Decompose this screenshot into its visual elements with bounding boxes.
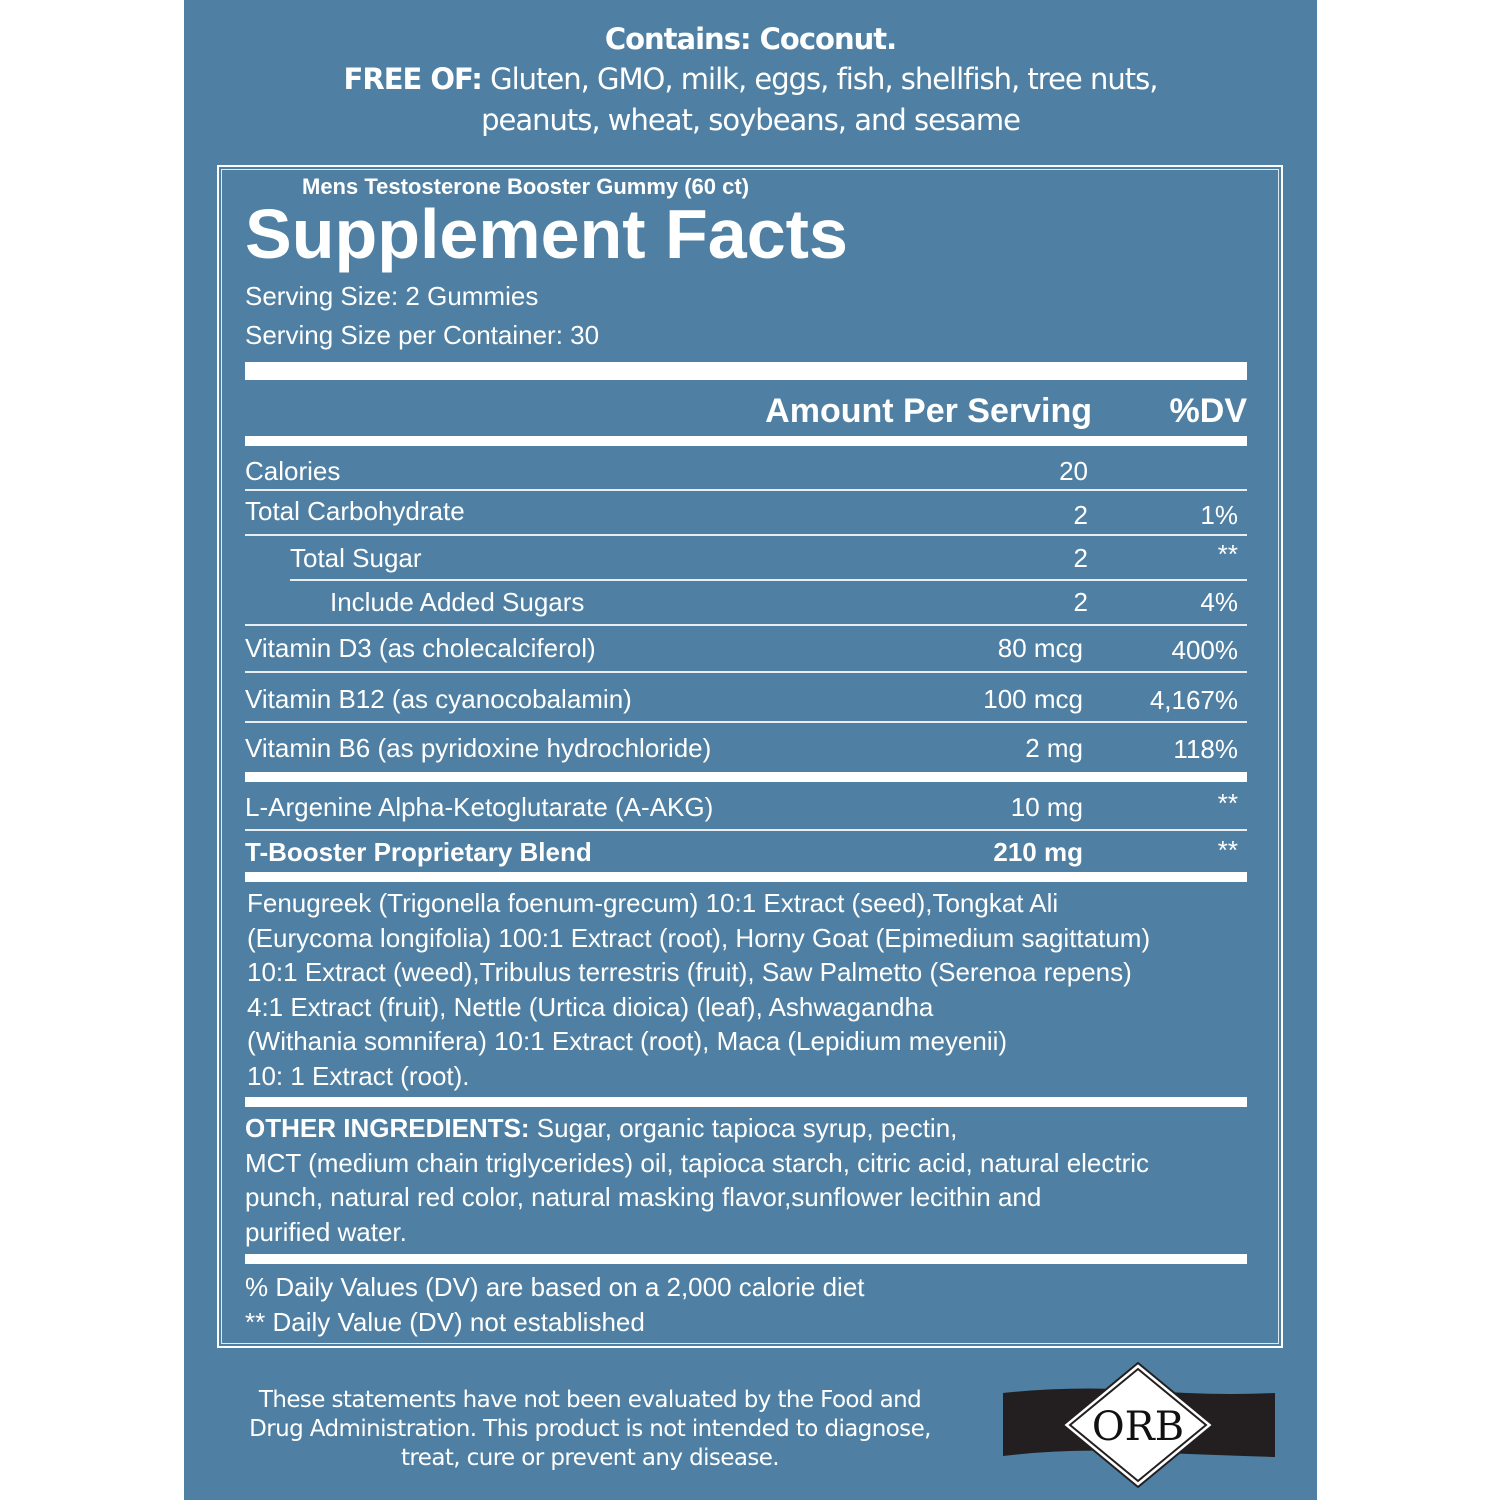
blend-ingredients: Fenugreek (Trigonella foenum-grecum) 10:… bbox=[247, 886, 1257, 1094]
other-line: OTHER INGREDIENTS: Sugar, organic tapioc… bbox=[245, 1111, 1255, 1146]
free-of-line-2: peanuts, wheat, soybeans, and sesame bbox=[481, 103, 1021, 137]
row-name: Include Added Sugars bbox=[330, 587, 585, 617]
row-amount: 10 mg bbox=[1010, 792, 1083, 822]
divider bbox=[245, 1254, 1247, 1264]
row-amount: 2 mg bbox=[1025, 733, 1083, 763]
row-name: L-Argenine Alpha-Ketoglutarate (A-AKG) bbox=[245, 792, 714, 822]
other-text: Sugar, organic tapioca syrup, pectin, bbox=[529, 1113, 958, 1143]
row-amount: 2 bbox=[1073, 587, 1088, 617]
blend-line: 4:1 Extract (fruit), Nettle (Urtica dioi… bbox=[247, 991, 934, 1022]
row-name: Total Carbohydrate bbox=[245, 496, 465, 526]
row-amount: 80 mcg bbox=[997, 633, 1083, 663]
row-divider bbox=[245, 721, 1247, 723]
disclaimer-line: treat, cure or prevent any disease. bbox=[401, 1445, 780, 1471]
row-dv: ** bbox=[1217, 788, 1238, 818]
logo-text: ORB bbox=[1092, 1404, 1184, 1450]
blend-line: 10: 1 Extract (root). bbox=[247, 1060, 470, 1091]
row-amount: 210 mg bbox=[993, 837, 1083, 867]
disclaimer-line: Drug Administration. This product is not… bbox=[249, 1416, 931, 1442]
row-amount: 100 mcg bbox=[983, 684, 1083, 714]
row-dv: 4,167% bbox=[1149, 685, 1238, 715]
other-ingredients: OTHER INGREDIENTS: Sugar, organic tapioc… bbox=[245, 1111, 1255, 1249]
other-line: MCT (medium chain triglycerides) oil, ta… bbox=[245, 1147, 1150, 1178]
row-dv: ** bbox=[1217, 539, 1238, 569]
row-amount: 20 bbox=[1059, 456, 1088, 486]
free-of-line-1: FREE OF: Gluten, GMO, milk, eggs, fish, … bbox=[184, 62, 1317, 96]
free-of-list: Gluten, GMO, milk, eggs, fish, shellfish… bbox=[490, 62, 1158, 96]
serving-size: Serving Size: 2 Gummies bbox=[245, 281, 539, 311]
header-dv: %DV bbox=[1169, 392, 1247, 430]
header-amount: Amount Per Serving bbox=[765, 392, 1092, 430]
row-dv: 118% bbox=[1173, 734, 1238, 764]
row-dv: 400% bbox=[1171, 635, 1239, 665]
other-line: purified water. bbox=[245, 1216, 407, 1247]
facts-title: Supplement Facts bbox=[245, 195, 848, 273]
thick-divider bbox=[245, 362, 1247, 380]
orb-logo: ORB bbox=[1000, 1360, 1280, 1490]
blend-line: (Withania somnifera) 10:1 Extract (root)… bbox=[247, 1026, 1008, 1057]
row-divider bbox=[245, 489, 1247, 491]
footnotes: % Daily Values (DV) are based on a 2,000… bbox=[245, 1270, 1255, 1339]
row-name: Total Sugar bbox=[290, 543, 422, 573]
blend-line: (Eurycoma longifolia) 100:1 Extract (roo… bbox=[247, 922, 1151, 953]
row-amount: 2 bbox=[1073, 543, 1088, 573]
other-line: punch, natural red color, natural maskin… bbox=[245, 1182, 1042, 1213]
row-name: Calories bbox=[245, 456, 341, 486]
blend-line: 10:1 Extract (weed),Tribulus terrestris … bbox=[247, 957, 1132, 988]
row-name: T-Booster Proprietary Blend bbox=[245, 837, 592, 867]
servings-per-container: Serving Size per Container: 30 bbox=[245, 320, 600, 350]
supplement-facts-box bbox=[217, 165, 1283, 1348]
product-name: Mens Testosterone Booster Gummy (60 ct) bbox=[302, 174, 750, 199]
row-amount: 2 bbox=[1073, 500, 1088, 530]
row-divider bbox=[245, 534, 1247, 536]
fda-disclaimer: These statements have not been evaluated… bbox=[200, 1386, 980, 1473]
divider bbox=[245, 772, 1247, 782]
row-divider bbox=[290, 579, 1247, 581]
row-name: Vitamin B6 (as pyridoxine hydrochloride) bbox=[245, 733, 712, 763]
footnote-not-established: ** Daily Value (DV) not established bbox=[245, 1306, 645, 1337]
row-dv: ** bbox=[1217, 835, 1238, 865]
row-dv: 4% bbox=[1200, 587, 1238, 617]
row-divider bbox=[245, 829, 1247, 831]
divider bbox=[245, 436, 1247, 446]
divider bbox=[245, 872, 1247, 882]
row-dv: 1% bbox=[1200, 500, 1238, 530]
footnote-dv: % Daily Values (DV) are based on a 2,000… bbox=[245, 1272, 865, 1302]
blend-line: Fenugreek (Trigonella foenum-grecum) 10:… bbox=[247, 888, 1059, 918]
divider bbox=[245, 1097, 1247, 1107]
contains-allergen: Contains: Coconut. bbox=[604, 22, 897, 56]
row-name: Vitamin B12 (as cyanocobalamin) bbox=[245, 684, 632, 714]
row-divider bbox=[245, 671, 1247, 673]
free-of-label: FREE OF: bbox=[343, 62, 483, 96]
label-panel bbox=[184, 0, 1317, 1500]
disclaimer-line: These statements have not been evaluated… bbox=[258, 1387, 922, 1413]
row-name: Vitamin D3 (as cholecalciferol) bbox=[245, 633, 596, 663]
row-divider bbox=[245, 624, 1247, 626]
other-ingredients-label: OTHER INGREDIENTS: bbox=[245, 1113, 530, 1143]
